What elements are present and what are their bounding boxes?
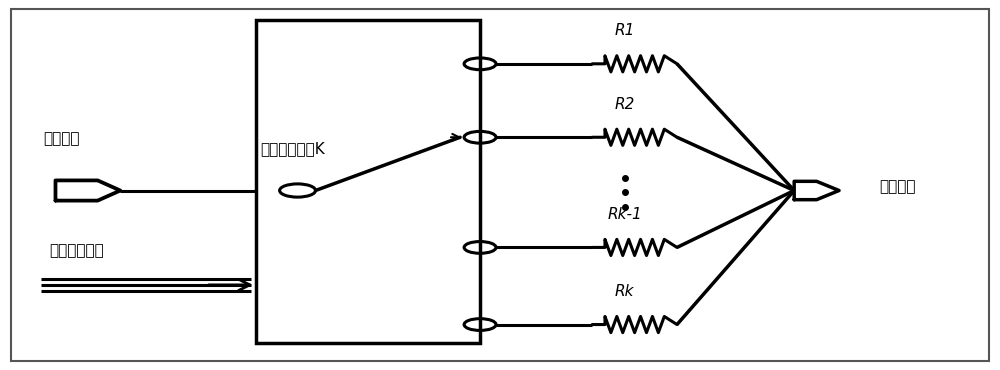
FancyBboxPatch shape (256, 20, 480, 343)
Text: R1: R1 (614, 23, 635, 38)
Text: R2: R2 (614, 97, 635, 112)
Text: 模拟输出: 模拟输出 (879, 179, 915, 194)
Text: Rk: Rk (615, 284, 634, 299)
Text: 模拟多路开关K: 模拟多路开关K (261, 141, 325, 156)
Text: Rk-1: Rk-1 (607, 207, 642, 222)
Text: 模拟输入: 模拟输入 (43, 132, 79, 147)
Text: 数字信号总线: 数字信号总线 (49, 243, 104, 259)
